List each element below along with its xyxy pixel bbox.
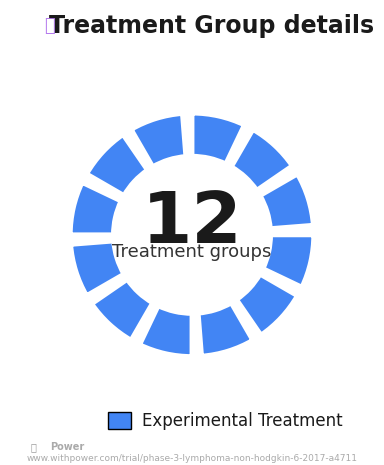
Wedge shape	[140, 306, 192, 357]
Wedge shape	[71, 241, 124, 296]
Text: 🔷: 🔷	[31, 442, 36, 452]
Text: Treatment Group details: Treatment Group details	[49, 13, 374, 38]
Wedge shape	[260, 174, 313, 229]
Text: www.withpower.com/trial/phase-3-lymphoma-non-hodgkin-6-2017-a4711: www.withpower.com/trial/phase-3-lymphoma…	[26, 453, 358, 463]
Wedge shape	[263, 235, 314, 287]
Wedge shape	[92, 279, 153, 340]
Wedge shape	[198, 303, 253, 356]
Wedge shape	[86, 134, 147, 196]
Wedge shape	[70, 182, 121, 235]
Text: Experimental Treatment: Experimental Treatment	[142, 412, 343, 430]
Wedge shape	[237, 274, 298, 335]
Text: Power: Power	[50, 442, 84, 452]
Wedge shape	[192, 113, 244, 164]
Text: 👥: 👥	[45, 17, 55, 34]
Text: 12: 12	[142, 188, 242, 258]
Wedge shape	[231, 129, 292, 190]
Text: Treatment groups: Treatment groups	[112, 243, 272, 261]
Wedge shape	[131, 113, 186, 167]
